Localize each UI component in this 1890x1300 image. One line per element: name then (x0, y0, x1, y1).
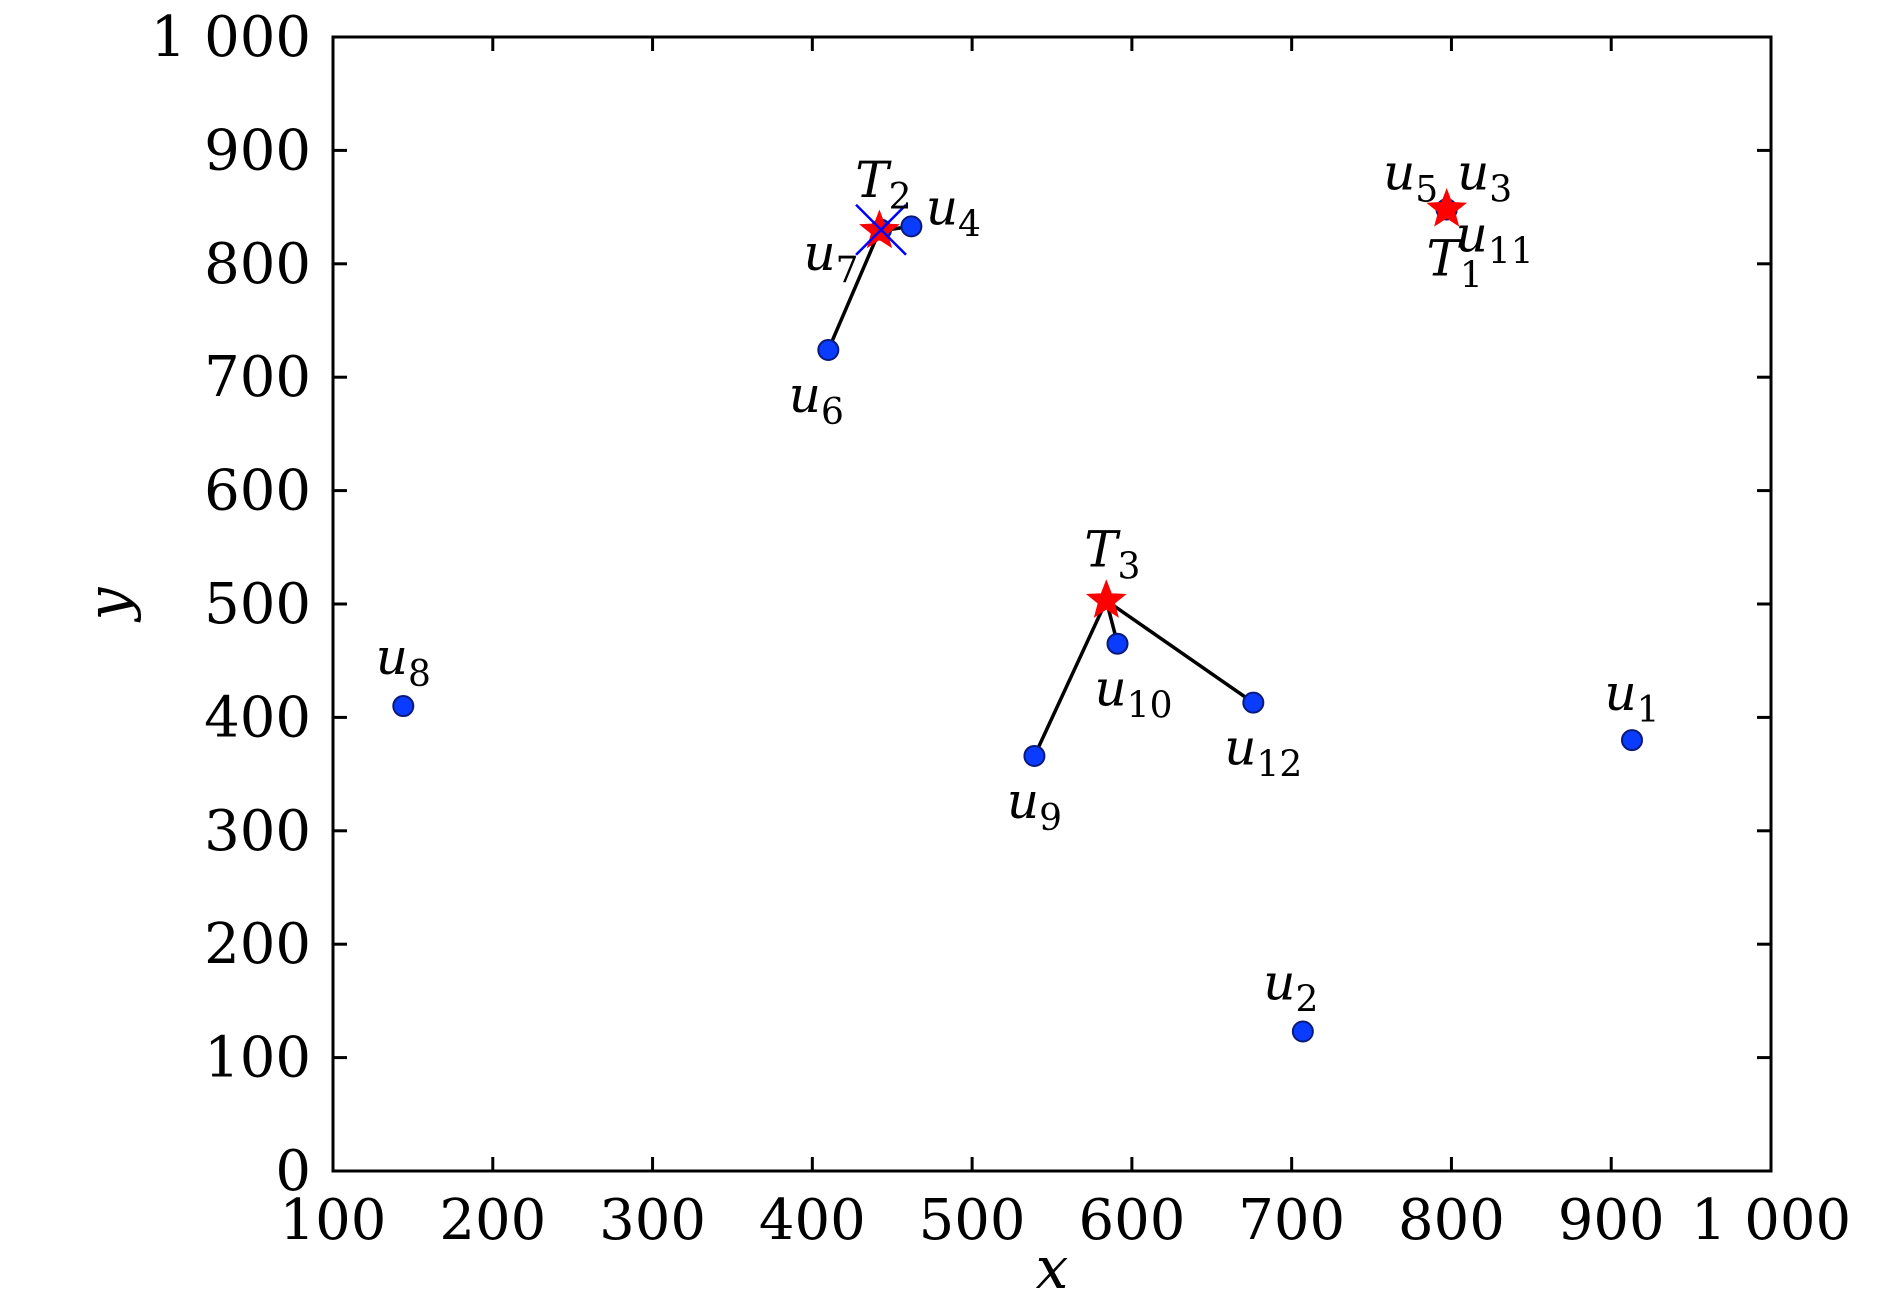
user-point-u6 (817, 338, 840, 361)
user-label-u9: u9 (1007, 772, 1062, 839)
x-tick-label: 500 (919, 1188, 1026, 1253)
user-label-name: u (1604, 664, 1636, 722)
user-point-u1 (1620, 729, 1643, 752)
y-axis-title: y (74, 586, 142, 623)
user-label-u4: u4 (926, 178, 981, 245)
user-label-u10: u10 (1095, 660, 1173, 727)
user-label-subscript: 9 (1039, 798, 1062, 839)
x-tick-label: 800 (1398, 1188, 1505, 1253)
target-label-T2: T2 (855, 151, 911, 218)
y-tick-label: 200 (204, 912, 311, 977)
user-label-u1: u1 (1604, 664, 1659, 731)
y-tick-label: 0 (275, 1139, 311, 1204)
user-label-subscript: 5 (1415, 169, 1438, 210)
user-label-u12: u12 (1224, 719, 1302, 786)
y-tick-label: 400 (204, 685, 311, 750)
user-point-u8 (392, 695, 415, 718)
user-label-subscript: 1 (1637, 690, 1660, 731)
target-label-subscript: 2 (889, 177, 912, 218)
target-label-subscript: 1 (1460, 255, 1483, 296)
axis-ticks (331, 35, 1773, 1173)
user-label-name: u (789, 366, 821, 424)
link-u9-T3 (1032, 599, 1108, 757)
link-u12-T3 (1105, 599, 1255, 705)
cross-marker-b (855, 203, 907, 256)
user-label-subscript: 4 (958, 204, 981, 245)
link-u6-T2 (826, 230, 882, 351)
x-tick-label: 300 (599, 1188, 706, 1253)
user-point-u9 (1023, 744, 1046, 767)
target-label-T1: T1 (1427, 229, 1483, 296)
user-label-u5: u5 (1383, 143, 1438, 210)
y-tick-label: 100 (204, 1026, 311, 1091)
user-point-u12 (1242, 691, 1265, 714)
y-tick-label: 700 (204, 345, 311, 410)
user-label-name: u (1457, 143, 1489, 201)
x-tick-label: 200 (439, 1188, 546, 1253)
user-label-subscript: 7 (836, 250, 859, 291)
target-label-name: T (1427, 229, 1464, 287)
target-label-name: T (855, 151, 892, 209)
y-tick-label: 900 (204, 118, 311, 183)
user-label-subscript: 11 (1488, 231, 1534, 272)
user-label-name: u (376, 628, 408, 686)
user-label-name: u (926, 178, 958, 236)
plot-area-frame (331, 35, 1773, 1173)
user-label-name: u (1383, 143, 1415, 201)
assignment-links (826, 224, 1255, 757)
user-point-u4 (900, 215, 923, 238)
target-stars (859, 187, 1468, 618)
user-label-name: u (1095, 660, 1127, 718)
target-label-T3: T3 (1084, 521, 1140, 588)
user-label-subscript: 8 (408, 654, 431, 695)
user-label-subscript: 12 (1257, 745, 1303, 786)
target-star-T3 (1085, 579, 1127, 618)
x-axis-title: x (1036, 1234, 1069, 1300)
user-point-u10 (1106, 632, 1129, 655)
user-label-name: u (1224, 719, 1256, 777)
user-label-subscript: 2 (1295, 980, 1318, 1021)
user-label-u7: u7 (803, 224, 858, 291)
x-tick-label: 900 (1558, 1188, 1665, 1253)
user-label-u2: u2 (1263, 954, 1318, 1021)
target-label-name: T (1084, 521, 1121, 579)
x-tick-label: 700 (1238, 1188, 1345, 1253)
user-label-subscript: 3 (1489, 169, 1512, 210)
user-label-u6: u6 (789, 366, 844, 433)
x-tick-label: 400 (759, 1188, 866, 1253)
target-star-T1 (1426, 187, 1468, 227)
user-label-u11: u11 (1456, 205, 1534, 272)
user-label-name: u (803, 224, 835, 282)
y-tick-label: 300 (204, 799, 311, 864)
cross-markers (855, 203, 907, 256)
user-label-name: u (1263, 954, 1295, 1012)
y-tick-label: 1 000 (151, 5, 311, 70)
x-tick-label: 100 (280, 1188, 387, 1253)
user-label-name: u (1007, 772, 1039, 830)
user-label-name: u (1456, 205, 1488, 263)
user-point-u2 (1291, 1020, 1314, 1043)
user-points (392, 198, 1643, 1043)
y-tick-label: 600 (204, 459, 311, 524)
x-tick-label: 600 (1078, 1188, 1185, 1253)
user-label-u3: u3 (1457, 143, 1512, 210)
user-label-subscript: 10 (1127, 686, 1173, 727)
y-tick-label: 800 (204, 232, 311, 297)
user-label-u8: u8 (376, 628, 431, 695)
target-label-subscript: 3 (1118, 547, 1141, 588)
axis-tick-labels: 100 200 300 400 500 600 700 800 900 1 00001002003… (151, 5, 1851, 1253)
x-tick-label: 1 000 (1691, 1188, 1851, 1253)
y-tick-label: 500 (204, 572, 311, 637)
user-label-subscript: 6 (821, 392, 844, 433)
